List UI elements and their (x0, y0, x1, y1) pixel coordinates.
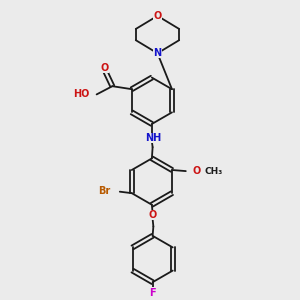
Text: HO: HO (74, 89, 90, 99)
Text: N: N (153, 48, 161, 58)
Text: Br: Br (98, 186, 110, 196)
Text: O: O (148, 210, 157, 220)
Text: O: O (101, 63, 109, 73)
Text: NH: NH (145, 133, 161, 143)
Text: F: F (149, 288, 156, 298)
Text: CH₃: CH₃ (205, 167, 223, 176)
Text: O: O (192, 166, 200, 176)
Text: O: O (153, 11, 162, 21)
